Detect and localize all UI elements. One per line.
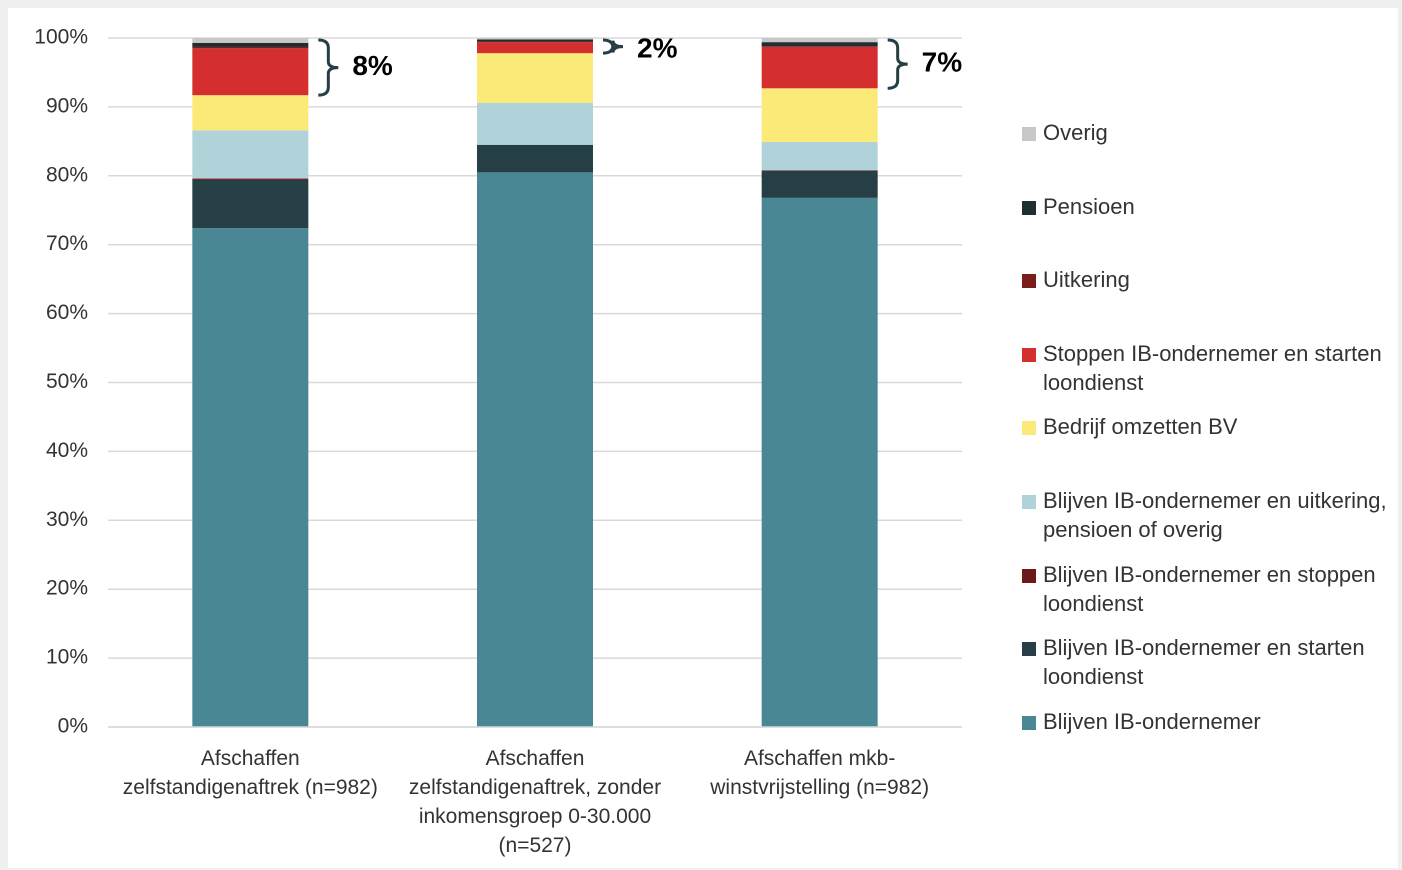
y-tick-label: 0%: [58, 715, 88, 738]
legend-swatch: [1022, 568, 1036, 583]
y-tick-label: 60%: [46, 301, 88, 324]
legend-label: Blijven IB-ondernemer: [1043, 708, 1261, 734]
legend-swatch: [1022, 495, 1036, 509]
bar-segment: [477, 102, 593, 145]
bar-segment: [477, 172, 593, 728]
bar-segment: [761, 46, 878, 47]
legend-item: Overig: [1022, 118, 1393, 147]
brace: [602, 38, 624, 55]
legend-item: Bedrijf omzetten BV: [1022, 412, 1393, 441]
legend-label: Blijven IB-ondernemer en uitkering, pens…: [1043, 488, 1387, 542]
bar-segment: [477, 39, 593, 42]
x-tick-label: Afschaffen mkb-winstvrijstelling (n=982): [710, 747, 930, 799]
legend-label: Blijven IB-ondernemer en stoppen loondie…: [1043, 561, 1376, 616]
legend-swatch: [1022, 715, 1036, 730]
x-tick-label: Afschaffen zelfstandigenaftrek (n=982): [122, 747, 378, 799]
bar-segment: [192, 38, 309, 43]
bar-segment: [761, 142, 878, 171]
y-tick-label: 90%: [46, 94, 88, 117]
legend-swatch: [1022, 200, 1036, 215]
y-tick-label: 100%: [34, 26, 88, 49]
legend-swatch: [1022, 127, 1036, 141]
bar-segment: [477, 53, 593, 103]
bar-segment: [761, 88, 878, 143]
bar-segment: [192, 95, 309, 131]
legend-label: Blijven IB-ondernemer en starten loondie…: [1043, 635, 1365, 690]
legend-item: Blijven IB-ondernemer en stoppen loondie…: [1022, 560, 1393, 618]
brace: [318, 38, 339, 97]
bar-segment: [192, 46, 309, 49]
bar-segment: [477, 144, 593, 173]
bar-segment: [192, 48, 309, 96]
bar-segment: [477, 42, 593, 54]
legend-swatch: [1022, 642, 1036, 657]
legend-label: Stoppen IB-ondernemer en starten loondie…: [1043, 340, 1382, 395]
bar-segment: [192, 130, 309, 179]
legend-item: Uitkering: [1022, 265, 1393, 294]
bar-segment: [477, 38, 593, 40]
bar-segment: [761, 42, 878, 47]
bar-segment: [192, 42, 309, 47]
y-tick-label: 40%: [46, 439, 88, 462]
bar-segment: [761, 38, 878, 43]
legend-label: Bedrijf omzetten BV: [1043, 414, 1238, 440]
y-tick-label: 50%: [46, 370, 88, 393]
y-tick-label: 30%: [46, 508, 88, 531]
bar-segment: [477, 41, 593, 43]
legend-item: Blijven IB-ondernemer: [1022, 707, 1393, 736]
legend-swatch: [1022, 347, 1036, 362]
y-tick-label: 80%: [46, 163, 88, 186]
annotation: 7%: [922, 47, 963, 78]
legend-item: Blijven IB-ondernemer en starten loondie…: [1022, 633, 1393, 691]
legend-item: Pensioen: [1022, 192, 1393, 221]
legend-swatch: [1022, 274, 1036, 289]
annotation: 2%: [637, 32, 678, 63]
legend-item: Blijven IB-ondernemer en uitkering, pens…: [1022, 486, 1393, 544]
legend-label: Overig: [1043, 120, 1108, 145]
bar-segment: [761, 46, 878, 89]
bar-segment: [192, 178, 309, 180]
legend-swatch: [1022, 421, 1036, 436]
bar-segment: [761, 170, 878, 198]
legend-label: Pensioen: [1043, 193, 1135, 219]
y-tick-label: 70%: [46, 232, 88, 255]
x-tick-label: Afschaffen zelfstandigenaftrek, zonder i…: [408, 747, 662, 857]
legend-label: Uitkering: [1043, 267, 1130, 293]
annotation: 8%: [352, 50, 393, 81]
y-tick-label: 10%: [46, 646, 88, 669]
bar-segment: [192, 179, 309, 229]
bar-segment: [761, 197, 878, 727]
bar-segment: [192, 228, 309, 727]
y-tick-label: 20%: [46, 577, 88, 600]
bar-segment: [761, 170, 878, 171]
legend-item: Stoppen IB-ondernemer en starten loondie…: [1022, 339, 1393, 397]
brace: [887, 38, 908, 90]
